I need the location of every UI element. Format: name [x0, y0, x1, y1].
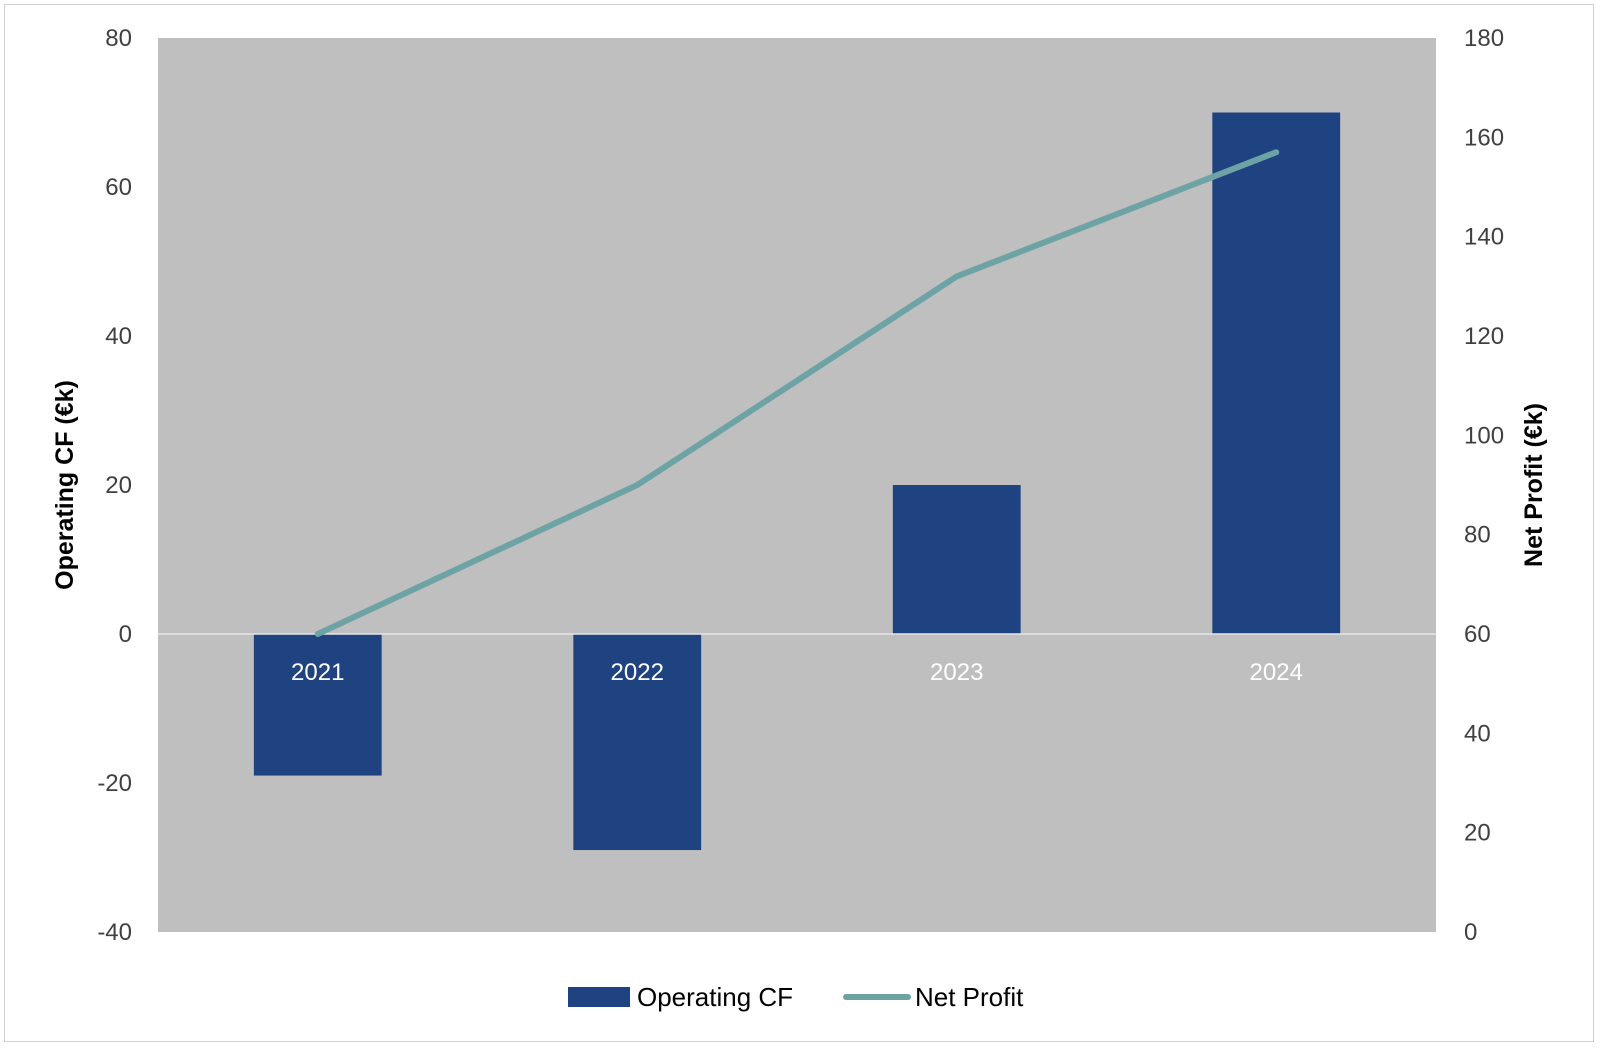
line-series-net-profit	[314, 149, 1280, 637]
right-axis-title: Net Profit (€k)	[1520, 403, 1548, 567]
bar-2021	[253, 634, 382, 776]
right-tick-label: 60	[1464, 621, 1491, 648]
category-labels: 2021 2022 2023 2024	[291, 659, 1303, 686]
left-tick-label: 60	[105, 174, 132, 201]
right-tick-label: 160	[1464, 124, 1504, 151]
left-axis-ticks: 80 60 40 20 0 -20 -40	[97, 25, 132, 946]
left-tick-label: -20	[97, 770, 132, 797]
left-tick-label: 80	[105, 25, 132, 52]
legend-label-net-profit: Net Profit	[915, 982, 1024, 1012]
left-axis-title: Operating CF (€k)	[51, 380, 79, 590]
category-label-2023: 2023	[930, 659, 983, 686]
right-tick-label: 20	[1464, 820, 1491, 847]
right-tick-label: 80	[1464, 522, 1491, 549]
right-tick-label: 100	[1464, 422, 1504, 449]
category-label-2022: 2022	[611, 659, 664, 686]
left-tick-label: 0	[119, 621, 132, 648]
bar-series-operating-cf	[253, 112, 1341, 851]
legend-swatch-operating-cf	[568, 987, 630, 1007]
legend-label-operating-cf: Operating CF	[637, 982, 793, 1012]
right-tick-label: 0	[1464, 919, 1477, 946]
right-tick-label: 180	[1464, 25, 1504, 52]
bar-2023	[892, 485, 1021, 634]
right-tick-label: 40	[1464, 720, 1491, 747]
legend: Operating CF Net Profit	[568, 982, 1024, 1012]
left-tick-label: 40	[105, 323, 132, 350]
bar-2022	[573, 634, 702, 851]
right-tick-label: 120	[1464, 323, 1504, 350]
bar-2024	[1212, 112, 1341, 634]
right-tick-label: 140	[1464, 224, 1504, 251]
left-tick-label: 20	[105, 472, 132, 499]
left-tick-label: -40	[97, 919, 132, 946]
right-axis-ticks: 180 160 140 120 100 80 60 40 20 0	[1464, 25, 1504, 946]
category-label-2021: 2021	[291, 659, 344, 686]
category-label-2024: 2024	[1250, 659, 1303, 686]
